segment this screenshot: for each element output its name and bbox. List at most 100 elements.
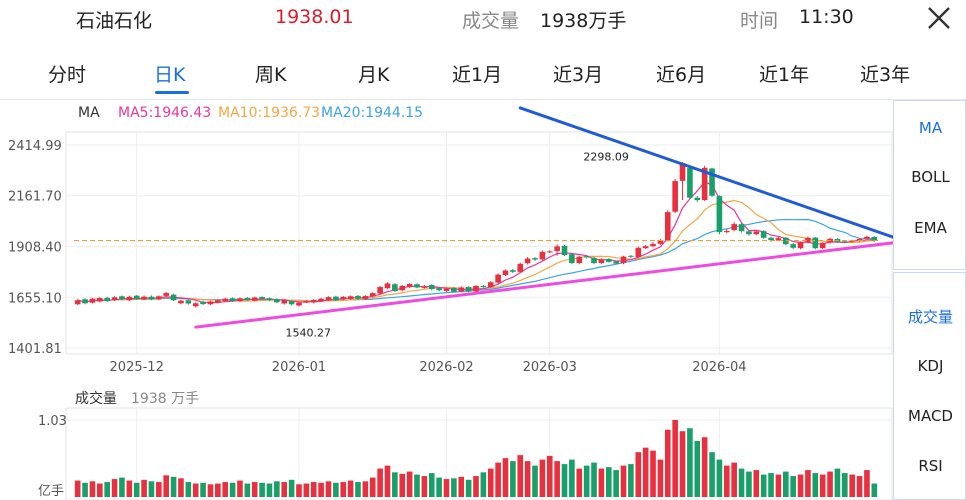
candle-body bbox=[687, 168, 693, 198]
candle-body bbox=[768, 237, 774, 241]
volume-bar bbox=[819, 474, 826, 497]
tab-1-year[interactable]: 近1年 bbox=[759, 64, 810, 86]
indicator-macd[interactable]: MACD bbox=[908, 407, 953, 425]
volume-bar bbox=[178, 478, 184, 497]
candle-body bbox=[251, 297, 258, 301]
candle-body bbox=[384, 283, 391, 289]
volume-bar bbox=[790, 476, 796, 497]
candle-body bbox=[842, 241, 848, 243]
candle-body bbox=[849, 240, 855, 242]
volume-bar bbox=[842, 473, 848, 497]
candle-body bbox=[701, 167, 708, 201]
tab-3-years[interactable]: 近3年 bbox=[860, 64, 911, 86]
tab-daily-k[interactable]: 日K bbox=[154, 64, 186, 86]
candle-body bbox=[156, 296, 162, 300]
candle-body bbox=[215, 300, 221, 303]
indicator-volume[interactable]: 成交量 bbox=[907, 308, 953, 326]
candle-body bbox=[598, 259, 605, 264]
volume-bar bbox=[192, 483, 199, 497]
candle-body bbox=[524, 258, 531, 264]
volume-bar bbox=[628, 464, 634, 497]
candle-body bbox=[369, 293, 376, 297]
candle-body bbox=[465, 287, 472, 292]
candle-body bbox=[605, 259, 612, 262]
volume-bar bbox=[716, 459, 723, 497]
candle-body bbox=[178, 300, 184, 304]
volume-bar bbox=[414, 474, 420, 497]
volume-bar bbox=[310, 482, 317, 497]
volume-bar bbox=[782, 471, 789, 497]
volume-bar bbox=[546, 455, 553, 497]
volume-bar bbox=[185, 482, 192, 497]
candle-body bbox=[104, 297, 110, 302]
candle-body bbox=[89, 298, 96, 303]
candle-body bbox=[148, 296, 155, 300]
candle-body bbox=[163, 293, 170, 296]
volume-bar bbox=[746, 471, 752, 497]
volume-bar bbox=[126, 480, 133, 497]
candle-body bbox=[377, 287, 383, 294]
volume-bar bbox=[775, 474, 782, 497]
candle-body bbox=[797, 242, 804, 249]
volume-bar bbox=[576, 468, 583, 497]
volume-bar bbox=[133, 482, 140, 497]
volume-bar bbox=[384, 465, 391, 497]
candle-body bbox=[805, 237, 811, 243]
volume-bar bbox=[849, 474, 855, 497]
volume-bar bbox=[458, 476, 465, 497]
indicator-kdj[interactable]: KDJ bbox=[917, 357, 944, 375]
volume-bar bbox=[598, 468, 605, 497]
close-icon[interactable] bbox=[924, 3, 954, 33]
support-trendline bbox=[194, 241, 893, 329]
candle-body bbox=[731, 224, 737, 231]
candle-body bbox=[347, 296, 354, 300]
candle-body bbox=[192, 303, 199, 307]
sub-indicator-panel: 成交量 KDJ MACD RSI bbox=[893, 272, 966, 500]
candle-body bbox=[480, 285, 487, 288]
candle-body bbox=[296, 302, 302, 306]
tab-weekly-k[interactable]: 周K bbox=[255, 64, 287, 86]
volume-bar bbox=[215, 483, 221, 497]
tab-1-month[interactable]: 近1月 bbox=[452, 64, 503, 86]
volume-bar bbox=[362, 481, 369, 497]
indicator-boll[interactable]: BOLL bbox=[911, 168, 950, 186]
tab-intraday[interactable]: 分时 bbox=[48, 64, 87, 86]
indicator-ema[interactable]: EMA bbox=[914, 219, 947, 237]
volume-bar bbox=[406, 471, 413, 497]
indicator-ma[interactable]: MA bbox=[918, 119, 943, 137]
tab-3-months[interactable]: 近3月 bbox=[553, 64, 604, 86]
candle-body bbox=[495, 274, 501, 283]
candle-body bbox=[281, 300, 288, 304]
price-annotation: 1540.27 bbox=[285, 326, 331, 339]
candle-body bbox=[856, 238, 863, 241]
candle-body bbox=[274, 299, 280, 303]
volume-bar bbox=[274, 481, 280, 497]
candle-body bbox=[399, 285, 406, 291]
candle-body bbox=[532, 258, 538, 260]
volume-bar bbox=[355, 482, 361, 497]
volume-label: 成交量 bbox=[462, 10, 520, 32]
candle-body bbox=[664, 212, 671, 241]
volume-bar bbox=[428, 473, 435, 497]
candle-body bbox=[355, 295, 361, 299]
volume-bar bbox=[502, 458, 509, 497]
volume-bar bbox=[251, 482, 258, 497]
volume-bar bbox=[97, 483, 103, 497]
volume-bar bbox=[569, 459, 575, 497]
volume-panel-value: 1938 万手 bbox=[131, 391, 200, 407]
tab-6-months[interactable]: 近6月 bbox=[656, 64, 707, 86]
volume-bar bbox=[517, 455, 524, 497]
candle-body bbox=[362, 296, 369, 300]
volume-bar bbox=[532, 465, 538, 497]
y-tick-label: 1401.81 bbox=[8, 342, 62, 357]
candle-body bbox=[583, 256, 590, 258]
kline-chart[interactable]: 2414.99 2161.70 1908.40 1655.10 1401.81 2025-… bbox=[0, 100, 893, 500]
tab-monthly-k[interactable]: 月K bbox=[358, 64, 390, 86]
candle-body bbox=[642, 246, 649, 249]
candle-body bbox=[244, 297, 251, 301]
indicator-rsi[interactable]: RSI bbox=[918, 457, 943, 475]
volume-bar bbox=[229, 482, 236, 497]
volume-bar bbox=[156, 482, 162, 497]
candle-body bbox=[288, 301, 295, 305]
volume-bar bbox=[672, 420, 678, 497]
